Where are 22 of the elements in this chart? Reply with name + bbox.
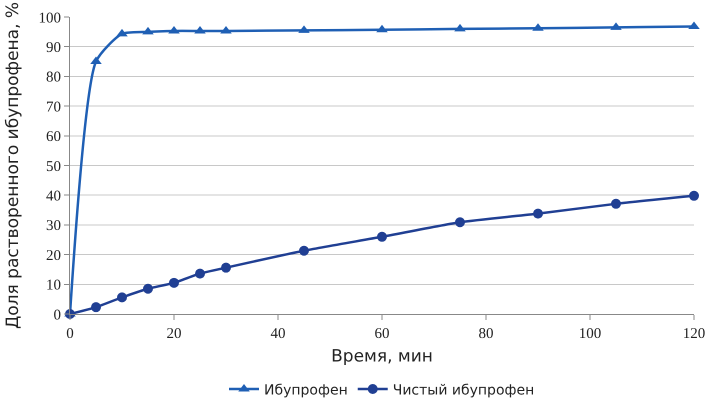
y-tick-label: 100 [38,10,61,26]
y-tick-label: 80 [46,70,61,86]
y-tick-label: 50 [46,158,61,175]
y-tick-label: 30 [46,218,61,234]
y-tick-label: 60 [46,129,61,146]
y-tick-label: 90 [46,40,61,56]
y-tick-label: 10 [46,278,61,294]
x-tick-label: 120 [682,326,706,342]
x-tick-label: 60 [374,326,390,342]
y-tick-label: 20 [46,248,61,264]
x-tick-label: 0 [66,326,74,342]
y-tick-label: 0 [54,307,61,324]
y-tick-label: 70 [46,99,61,116]
x-axis-title: Время, мин [331,346,433,366]
legend-label: Чистый ибупрофен [392,382,534,398]
legend-label: Ибупрофен [264,382,348,398]
x-tick-label: 40 [270,326,286,342]
x-tick-label: 80 [478,326,494,342]
y-axis-title: Доля растворенного ибупрофена, % [3,2,24,330]
y-tick-label: 40 [46,188,61,204]
x-tick-label: 20 [166,326,182,342]
x-tick-label: 100 [578,326,602,342]
